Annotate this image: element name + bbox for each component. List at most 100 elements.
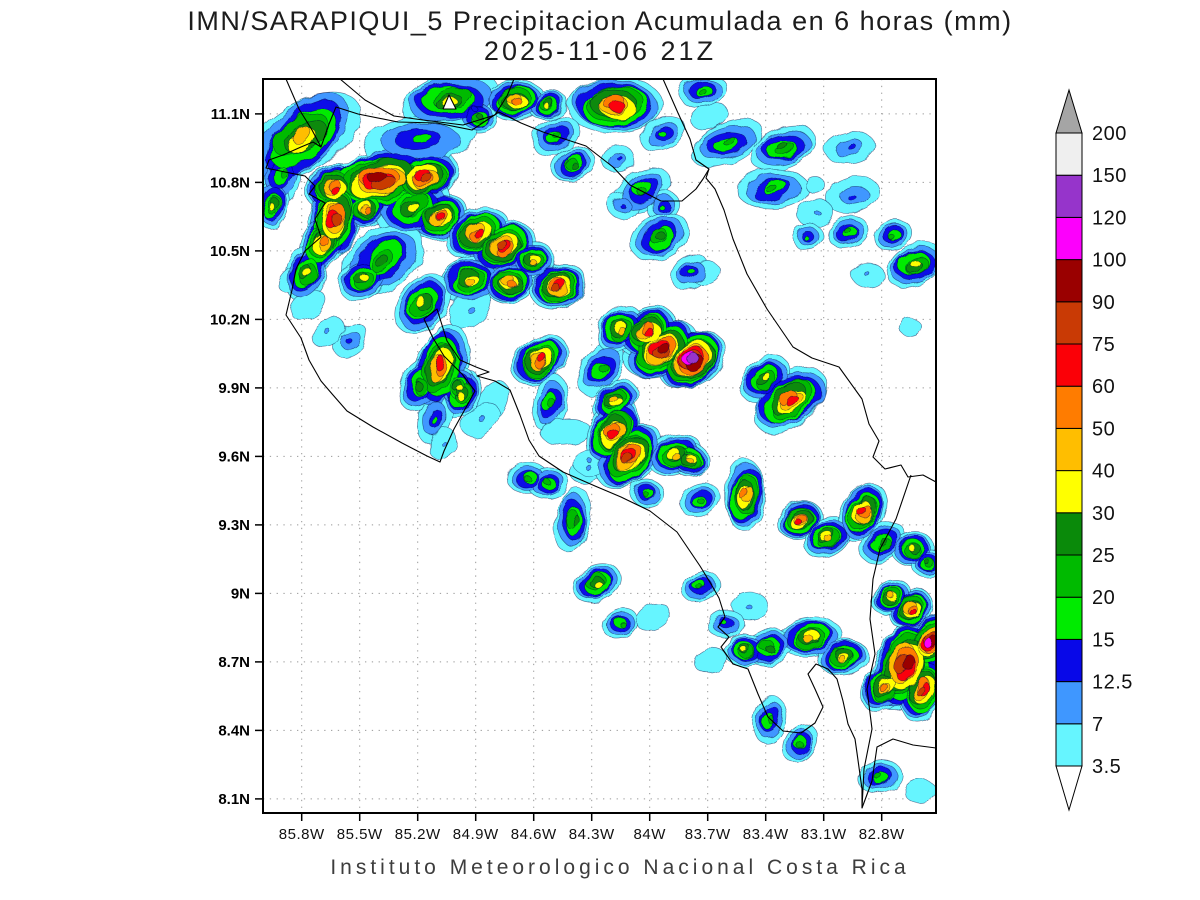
precip-contour-band [279,167,287,178]
precip-contour-band [635,603,671,631]
precip-contour-band [610,102,626,113]
precip-contour-band [909,259,920,267]
precip-contour-band [609,395,618,404]
precip-contour-band [440,440,446,446]
colorbar-value-label: 100 [1092,250,1127,272]
precip-contour-band [847,143,856,150]
precip-contour-band [887,592,895,599]
precip-contour-band [594,581,603,589]
colorbar-band [1055,216,1083,261]
precip-contour-band [621,453,634,465]
pacific-coast [265,79,936,809]
lat-tick-label: 9.3N [218,517,250,534]
precip-contour-band [740,646,748,653]
precip-contour-band [544,103,551,110]
precip-contour-band [874,773,883,780]
precip-contour-band [837,655,846,663]
precip-contour-band [805,176,825,194]
colorbar-value-label: 25 [1092,545,1115,567]
precip-contour-band [693,647,727,673]
precip-contour-band [407,203,421,213]
precip-contour-band [699,89,708,96]
precip-contour-band [793,518,802,526]
precip-contour-band [374,254,389,267]
precip-contour-band [435,356,446,372]
precip-contour-band [803,635,814,643]
page-title: IMN/SARAPIQUI_5 Precipitacion Acumulada … [187,6,1013,36]
precip-contour-band [657,342,669,354]
precip-contour-band [686,457,694,464]
precip-contour-band [863,271,870,276]
precip-contour-band [414,380,422,391]
ometepe-island [442,94,457,110]
precip-contour-band [412,132,431,143]
precip-contour-band [655,231,666,240]
lon-tick-label: 84.6W [511,826,557,843]
colorbar-band [1055,385,1083,429]
lake-nicaragua-shore [339,79,515,126]
caribbean-coast [662,79,936,483]
precip-contour-band [803,235,810,241]
precip-contour-band [696,497,704,504]
precip-contour-band [879,683,888,693]
lat-tick-label: 10.5N [210,243,250,260]
colorbar: 3.5 7 12.5 15 20 25 30 40 50 60 75 90 100 120 150 200 [1055,88,1132,812]
precip-contour-band [916,685,925,697]
colorbar-band [1055,681,1083,725]
precip-contour-band [551,284,562,293]
precip-contour-band [585,465,592,471]
colorbar-band [1055,427,1083,472]
precip-contour-band [548,398,556,409]
precip-contour-band [302,267,311,277]
precip-contour-band [473,228,485,238]
precip-contour-band [467,307,476,314]
precip-contour-band [528,258,537,266]
precip-contour-band [368,171,387,183]
colorbar-value-label: 120 [1092,207,1127,229]
colorbar-value-label: 200 [1092,123,1127,145]
lat-tick-label: 8.4N [218,722,250,739]
precip-contour-band [796,740,803,748]
lat-tick-label: 9.9N [218,380,250,397]
colorbar-value-label: 90 [1092,292,1115,314]
precip-contour-band [618,620,625,627]
precip-contour-band [908,544,915,551]
precip-contour-band [898,317,922,337]
panama-border [861,474,912,809]
colorbar-band [1055,301,1083,345]
precip-contour-band [765,184,778,193]
precip-contour-band [902,654,915,670]
precip-contour-band [329,185,339,194]
precip-contour-band [761,372,771,381]
precip-contour-band [416,296,426,308]
map-frame [262,78,937,814]
precip-contour-band [471,105,478,112]
colorbar-value-label: 40 [1092,461,1115,483]
precip-contour-band [475,112,482,119]
precip-contour-band [510,96,521,104]
lon-tick-label: 84W [634,826,667,843]
colorbar-value-label: 20 [1092,587,1115,609]
precip-contour-band [495,239,507,248]
colorbar-band [1055,174,1083,218]
lat-tick-label: 9N [231,585,250,602]
nicaragua-border-san-juan [320,106,710,202]
precip-contour-band [464,278,476,286]
precip-contour-band [658,204,665,210]
precip-contour-band [616,155,623,161]
colorbar-band [1055,723,1083,767]
precip-contour-band [813,209,820,215]
precip-contour-band [856,505,865,516]
precip-contour-band [537,353,547,363]
precip-contour-band [364,207,372,214]
precip-contour-band [687,267,695,274]
lon-tick-label: 85.2W [395,826,441,843]
precip-contour-band [765,645,775,653]
precip-contour-band [570,162,579,169]
precip-contour-band [786,395,799,407]
colorbar-band [1055,470,1083,514]
colorbar-value-label: 7 [1092,714,1104,736]
precip-contour-band [432,416,439,426]
colorbar-value-label: 75 [1092,334,1115,356]
precip-contour-band [268,202,275,211]
